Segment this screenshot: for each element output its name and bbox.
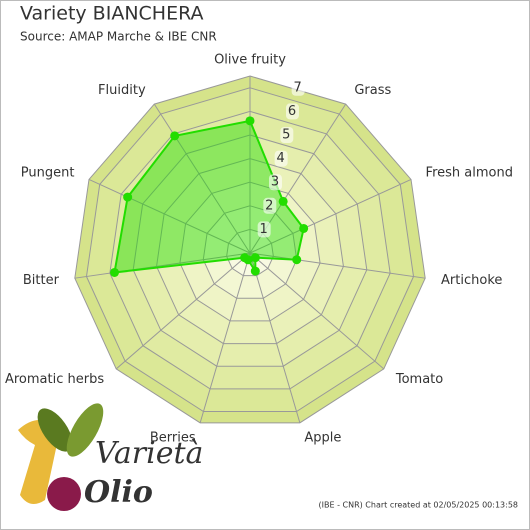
category-label: Artichoke [441,273,502,288]
radar-point [278,196,288,206]
category-label: Fluidity [98,83,146,98]
y-tick-label: 6 [288,104,296,119]
plot: Olive fruity Grass Fresh almond Artichoke To… [5,53,513,446]
y-tick-label: 4 [277,151,285,166]
radar-point [240,253,250,263]
radar-point [250,266,260,276]
chart-subtitle: Source: AMAP Marche & IBE CNR [20,30,217,44]
axis-spoke [115,252,251,370]
axis-spoke [249,179,412,254]
radar-point [292,255,302,265]
category-label: Fresh almond [426,165,513,180]
category-label: Tomato [395,372,443,387]
radar-area [113,119,305,275]
y-tick-label: 1 [260,222,268,237]
category-label: Aromatic herbs [5,372,104,387]
logo-leaf [66,403,104,457]
logo: Varietà Olio [18,403,203,511]
category-label: Pungent [21,165,75,180]
tick-label-bg [263,197,277,214]
axis-spoke [88,179,251,254]
tick-label-bg [268,174,282,191]
axis-spoke [74,252,251,279]
radar-point [250,253,260,263]
chart-title: Variety BIANCHERA [20,3,204,25]
radar-point [123,192,133,202]
axis-spoke [249,252,426,279]
y-tick-label: 2 [265,198,273,213]
y-tick-label: 7 [294,80,302,95]
logo-leaf [37,408,73,452]
footer: (IBE - CNR) Chart created at 02/05/2025 … [319,501,519,510]
category-label: Olive fruity [214,53,286,68]
category-label: Bitter [23,273,60,288]
category-label: Berries [150,431,196,446]
logo-text: Varietà [95,436,203,471]
tick-label-bg [291,79,305,96]
radar-point [110,267,120,277]
radar-point [245,116,255,126]
axis-spoke [199,252,251,423]
tick-label-bg [280,127,294,143]
axis-spoke [249,252,301,423]
y-tick-label: 3 [271,175,279,190]
category-label: Apple [304,431,341,446]
radar-point [170,131,180,141]
logo-dot [47,477,81,511]
tick-label-bg [257,221,271,238]
y-tick-label: 5 [282,128,290,143]
tick-label-bg [285,103,299,120]
radar-point [299,223,309,233]
axis-spoke [249,252,385,370]
tick-label-bg [274,150,288,167]
category-label: Grass [354,83,391,98]
axis-spoke [153,103,251,254]
logo-text: Olio [84,475,153,510]
